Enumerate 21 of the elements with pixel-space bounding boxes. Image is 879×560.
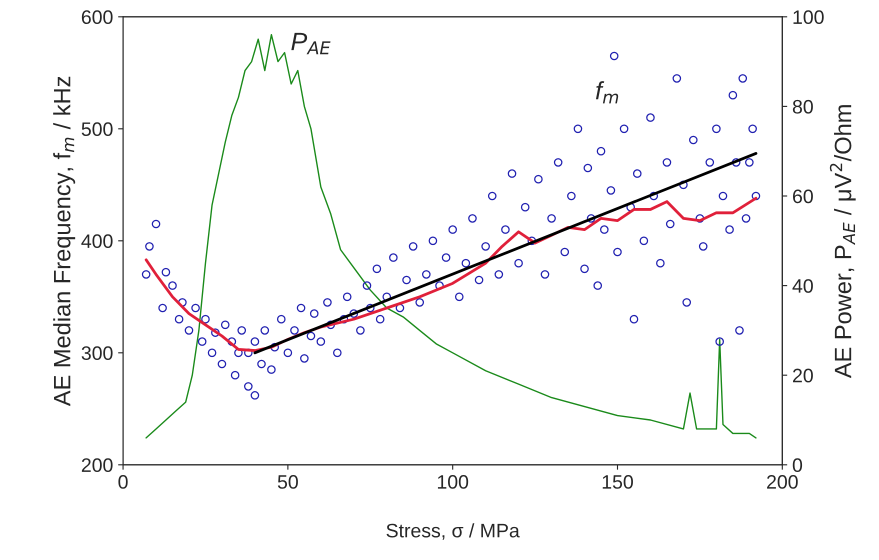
y-tick-label: 500 bbox=[82, 122, 113, 136]
y2-tick-label: 60 bbox=[793, 189, 813, 204]
y2-tick-label: 0 bbox=[792, 458, 802, 472]
y2-tick-label: 20 bbox=[793, 368, 813, 382]
y-tick-label: 400 bbox=[81, 234, 113, 248]
y-tick-label: 200 bbox=[82, 458, 113, 472]
y-tick-label: 600 bbox=[82, 10, 113, 24]
x-axis-title: Stress, σ / MPa bbox=[386, 523, 520, 540]
x-tick-label: 100 bbox=[438, 475, 468, 489]
y-tick-label: 300 bbox=[82, 346, 113, 360]
x-tick-label: 200 bbox=[767, 475, 798, 489]
annotation: f$_{m}$ bbox=[596, 81, 618, 104]
y2-tick-label: 40 bbox=[792, 279, 813, 293]
x-tick-label: 50 bbox=[278, 475, 298, 489]
x-tick-label: 150 bbox=[602, 475, 633, 489]
annotation: P$_{AE}$ bbox=[291, 32, 330, 54]
y2-tick-label: 100 bbox=[794, 10, 824, 24]
y2-axis-title: AE Power, P$_{AE}$ / μV$^{2}$/Ohm bbox=[830, 105, 856, 378]
y-axis-title: AE Median Frequency, f$_{m}$ / kHz bbox=[53, 76, 76, 406]
y2-tick-label: 80 bbox=[792, 100, 813, 114]
x-tick-label: 0 bbox=[118, 475, 128, 489]
